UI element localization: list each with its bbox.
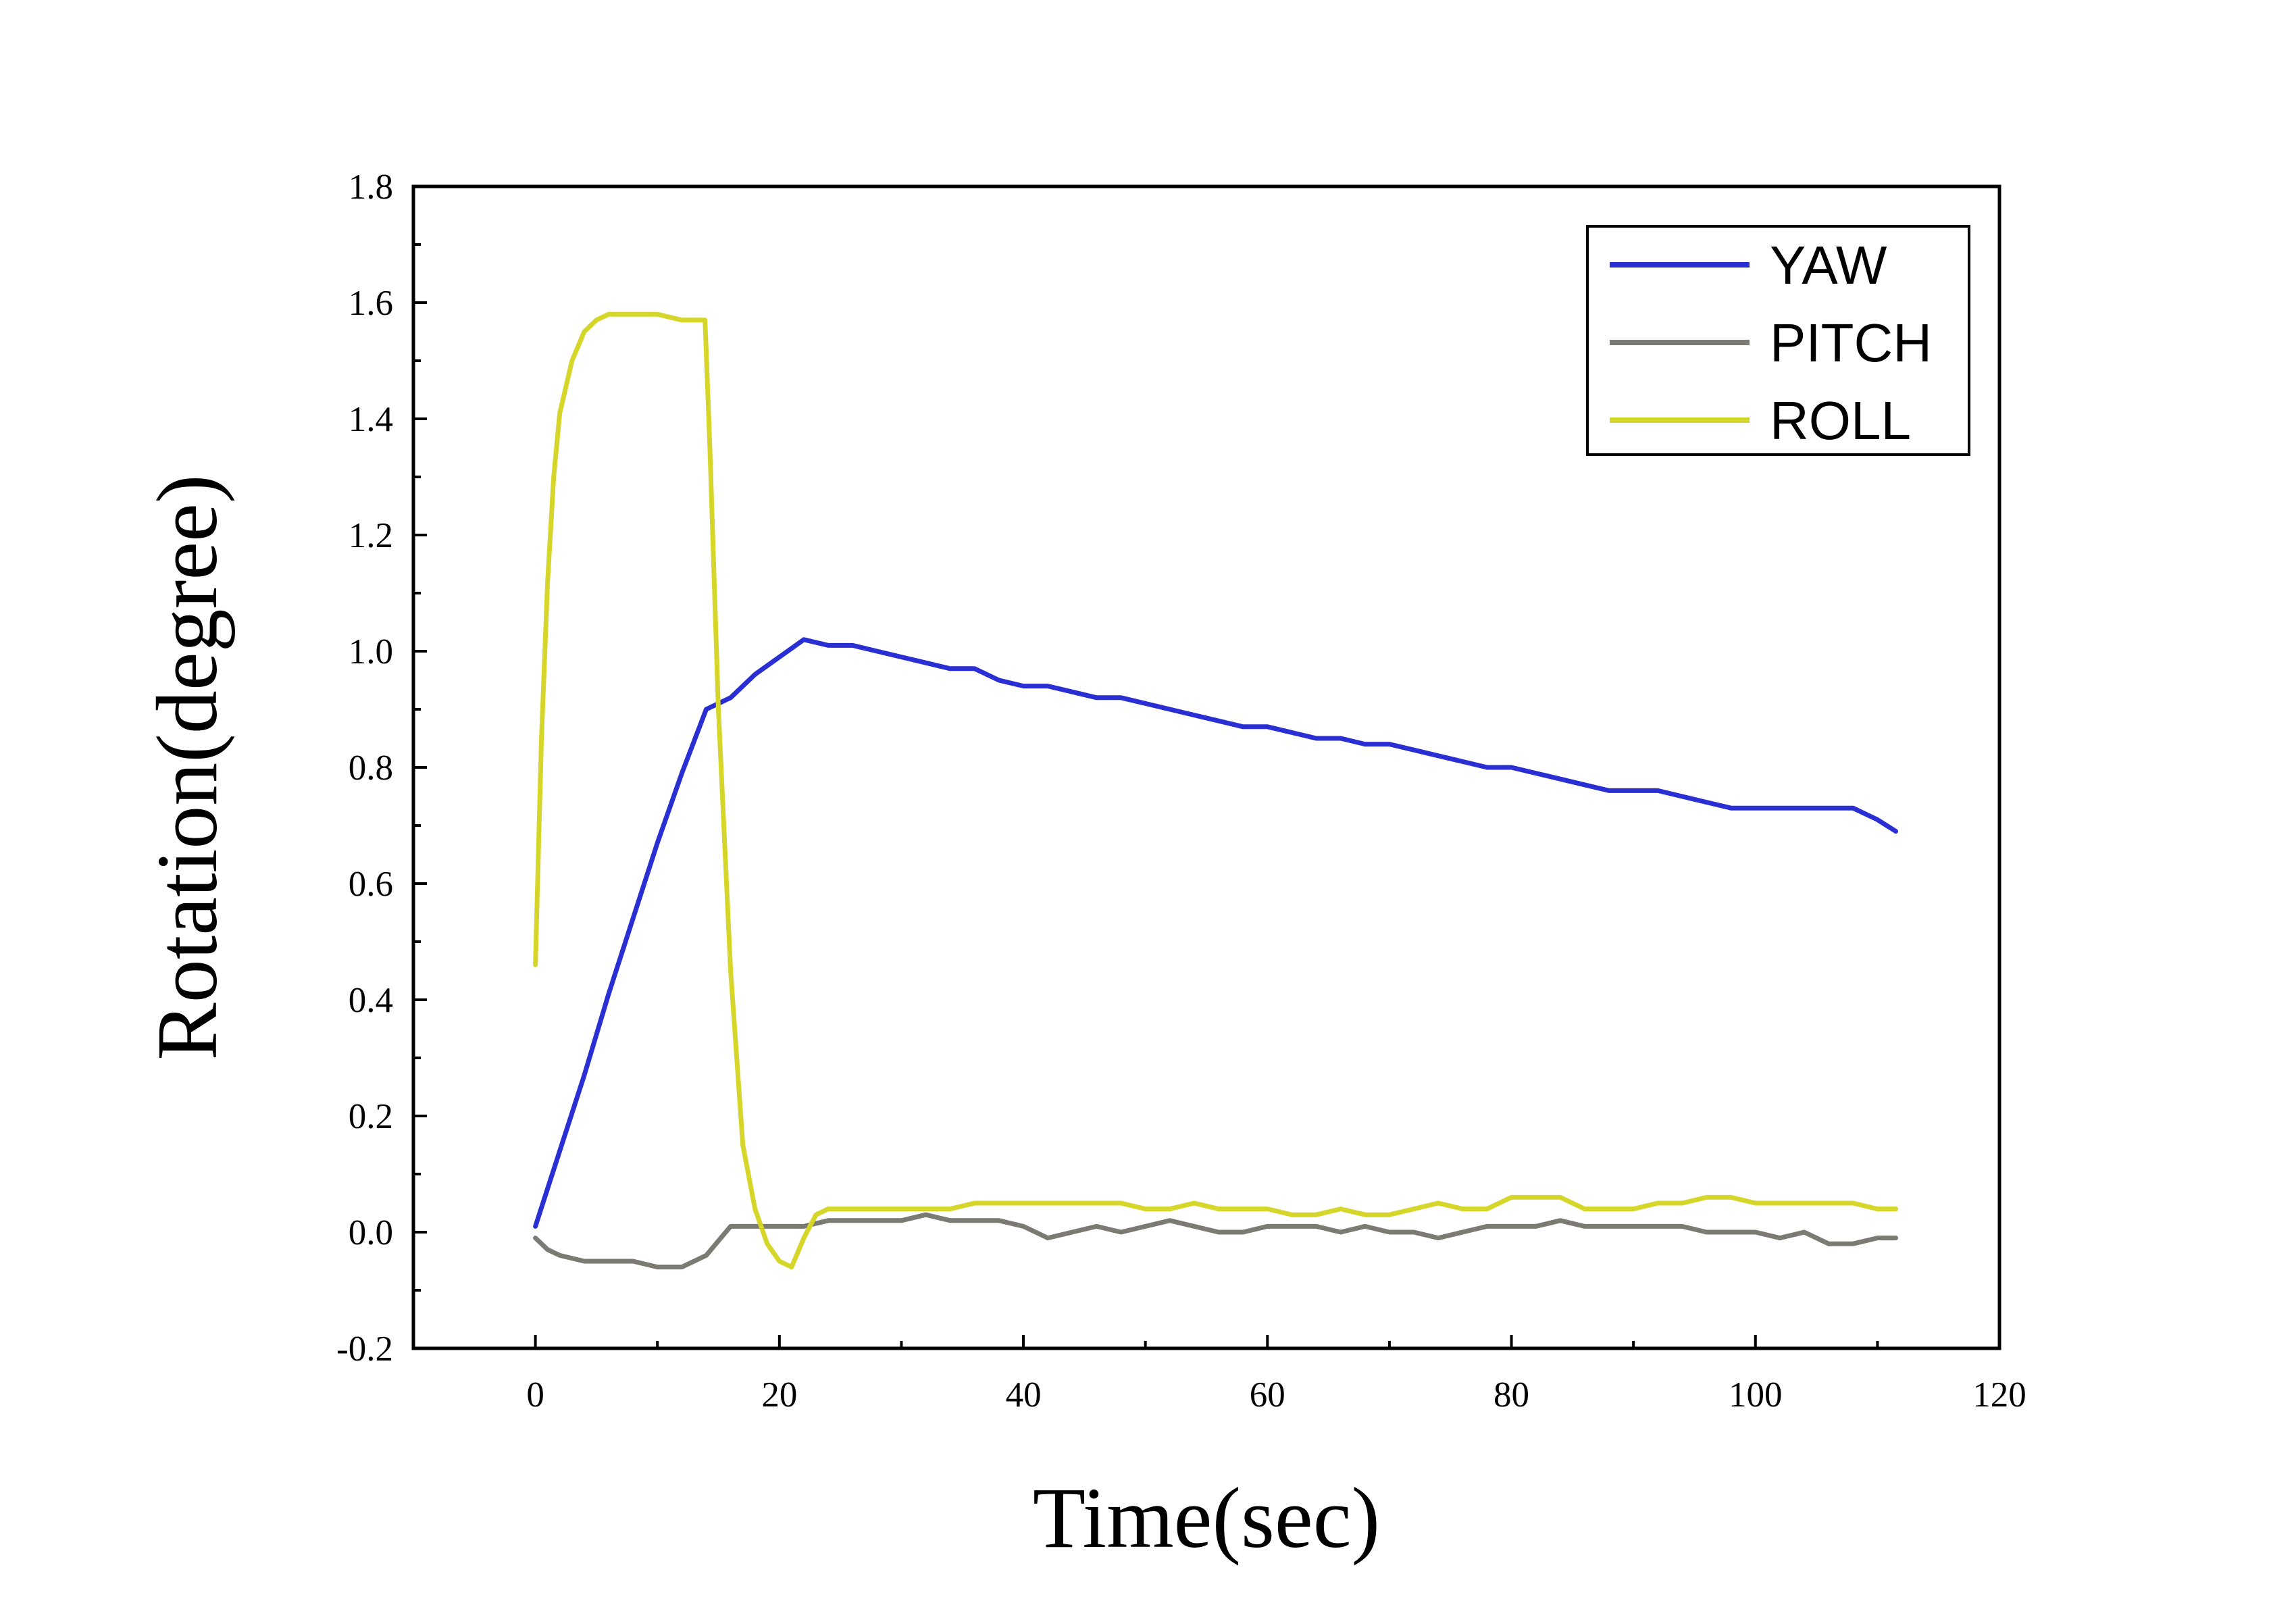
series-line-yaw bbox=[533, 637, 1898, 1229]
y-tick-label: 1.6 bbox=[349, 284, 393, 323]
x-axis-title: Time(sec) bbox=[1033, 1470, 1380, 1566]
series-lines bbox=[533, 311, 1898, 1270]
y-tick-label: 1.8 bbox=[349, 168, 393, 207]
y-tick-label: 1.2 bbox=[349, 516, 393, 555]
axis-tick-labels: 0 20 40 60 80 100 120 -0.2 0.0 0.2 0.4 0.6 0.8 1.0 1.2… bbox=[336, 168, 2026, 1415]
series-line-pitch bbox=[533, 1212, 1898, 1270]
x-tick-label: 60 bbox=[1250, 1375, 1285, 1415]
y-tick-label: 1.4 bbox=[349, 400, 393, 439]
axis-ticks bbox=[412, 185, 2001, 1350]
x-tick-label: 100 bbox=[1729, 1375, 1783, 1415]
x-tick-label: 20 bbox=[761, 1375, 797, 1415]
x-tick-label: 40 bbox=[1006, 1375, 1042, 1415]
y-tick-label: 1.0 bbox=[349, 632, 393, 671]
legend-label-pitch: PITCH bbox=[1770, 313, 1932, 373]
y-tick-label: 0.6 bbox=[349, 865, 393, 904]
series-line-roll bbox=[533, 311, 1898, 1270]
y-tick-label: 0.4 bbox=[349, 981, 393, 1020]
legend-label-yaw: YAW bbox=[1770, 235, 1887, 295]
x-tick-label: 120 bbox=[1972, 1375, 2026, 1415]
y-tick-label: 0.8 bbox=[349, 748, 393, 788]
legend: YAW PITCH ROLL bbox=[1586, 225, 1970, 456]
y-axis-title: Rotation(degree) bbox=[139, 474, 235, 1060]
legend-label-roll: ROLL bbox=[1770, 390, 1911, 451]
x-tick-label: 80 bbox=[1494, 1375, 1529, 1415]
x-tick-label: 0 bbox=[526, 1375, 544, 1415]
y-tick-label: -0.2 bbox=[336, 1329, 393, 1369]
y-tick-label: 0.2 bbox=[349, 1097, 393, 1136]
y-tick-label: 0.0 bbox=[349, 1213, 393, 1252]
